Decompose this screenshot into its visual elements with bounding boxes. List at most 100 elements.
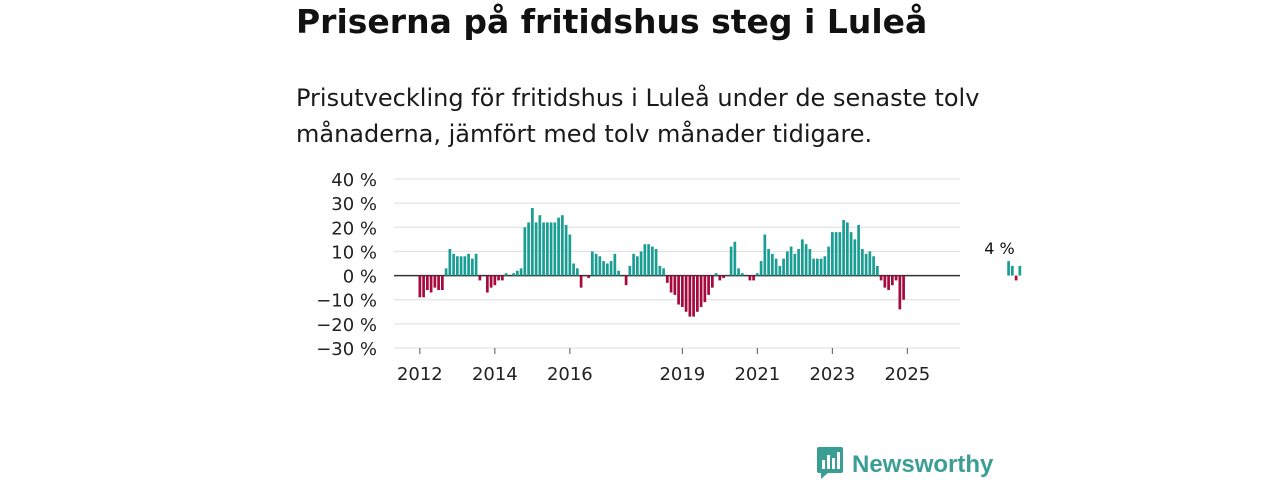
bar [864,253,868,276]
bar [883,275,887,288]
bar [808,249,812,276]
bar [681,275,684,307]
bar [549,222,553,276]
bar [437,275,440,291]
bar [819,258,823,276]
y-axis-labels: 40 % 30 % 20 % 10 % 0 % −10 % −20 % −30 % [316,170,377,360]
bar [572,263,575,276]
bar [658,265,662,276]
bar [861,249,864,276]
bar [703,275,707,303]
bar [902,275,905,300]
bar [763,234,767,276]
y-tick-label: 40 % [331,170,377,191]
bar [538,215,542,276]
price-change-chart: 40 %30 %20 %10 %0 %−10 %−20 %−30 % 2012 2… [316,170,1022,385]
bar [418,275,422,298]
bar [834,232,838,276]
bar [651,246,654,276]
bar [797,249,800,276]
latest-value-label: 4 % [984,239,1014,258]
bar [636,256,639,276]
bar [804,244,808,276]
bar [606,263,609,276]
chart-subtitle: Prisutveckling för fritidshus i Luleå un… [296,84,980,148]
bar [639,251,643,276]
bar [692,275,695,317]
bar [849,232,853,276]
bar [591,251,594,276]
bar [707,275,710,295]
bar [786,251,789,276]
bar [478,275,482,281]
x-tick-label: 2012 [397,364,443,385]
bar [594,253,598,276]
bar [576,268,579,276]
bar [456,256,459,276]
bar [613,253,617,276]
bar [688,275,692,317]
bar [546,222,549,276]
y-tick-label: 30 % [331,194,377,215]
bar [714,273,718,276]
bar [812,258,815,276]
bar [471,258,474,276]
bar [677,275,680,305]
bar [696,275,699,312]
bar [759,261,763,276]
bar [711,275,714,288]
bar [531,207,534,276]
y-tick-label: 0 % [343,267,377,288]
bar [891,275,894,286]
bar [422,275,425,298]
bar [767,249,770,276]
bar [733,241,737,276]
bar [527,222,530,276]
bar [497,275,500,281]
bar [643,244,647,276]
bar [868,251,872,276]
bar [602,261,605,276]
bar [624,275,628,286]
bar [898,275,902,310]
bar [463,256,467,276]
bar [444,268,448,276]
x-tick-label: 2014 [472,364,518,385]
bar [512,273,515,276]
bar [493,275,497,286]
bar [793,253,797,276]
x-tick-label: 2016 [547,364,593,385]
bar [887,275,890,291]
bar [654,249,658,276]
bar [827,246,830,276]
bar [823,256,827,276]
bar [876,265,879,276]
bar-series [418,207,1022,317]
bar [846,222,849,276]
bar [684,275,688,312]
newsworthy-brand: Newsworthy [816,446,993,484]
bar [662,268,665,276]
bar [628,265,632,276]
bar [579,275,583,288]
bar [1007,261,1010,276]
bar [1011,265,1014,276]
bar [737,268,740,276]
annotations: 4 % [984,239,1014,258]
y-tick-label: 20 % [331,218,377,239]
bar [831,232,834,276]
bar [557,217,560,276]
bar [816,258,819,276]
bar [519,268,523,276]
x-tick-label: 2021 [734,364,780,385]
bar [666,275,669,283]
bar [756,273,759,276]
bar [1018,265,1022,276]
bar [669,275,673,293]
bar [542,222,545,276]
bar [553,222,557,276]
bar [842,220,845,276]
bar [433,275,437,288]
bar [516,270,519,276]
y-tick-label: −10 % [316,291,377,312]
